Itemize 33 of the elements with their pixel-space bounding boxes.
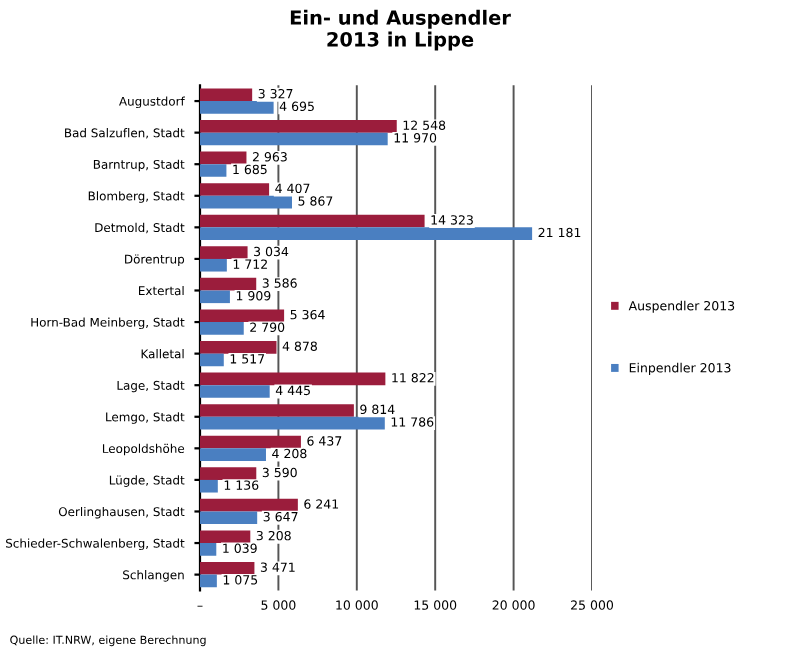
bar — [200, 309, 285, 323]
bar — [200, 511, 258, 525]
bar — [200, 227, 533, 240]
bar — [200, 132, 388, 146]
bar — [200, 385, 270, 398]
bar — [200, 448, 266, 461]
bar — [200, 195, 292, 209]
bar — [200, 120, 397, 133]
bar — [200, 183, 270, 196]
bar — [200, 372, 386, 386]
bar — [200, 151, 247, 165]
bar — [200, 353, 224, 367]
bar — [200, 246, 248, 259]
bar — [200, 258, 227, 272]
bar — [200, 290, 230, 304]
bar — [200, 435, 301, 449]
chart-title: Ein- und Auspendler 2013 in Lippe — [290, 9, 511, 51]
bar — [200, 164, 227, 177]
bar — [200, 277, 257, 291]
bar — [200, 479, 218, 493]
bar — [200, 530, 251, 544]
bar — [200, 214, 425, 228]
bar — [200, 467, 257, 480]
bar — [200, 543, 217, 556]
bar — [200, 416, 385, 430]
bar — [200, 101, 274, 114]
bar — [200, 88, 253, 102]
bar — [200, 574, 217, 588]
bar — [200, 322, 244, 335]
bar — [200, 561, 255, 575]
bar — [200, 341, 277, 354]
bar — [200, 498, 298, 512]
bar — [200, 404, 354, 417]
